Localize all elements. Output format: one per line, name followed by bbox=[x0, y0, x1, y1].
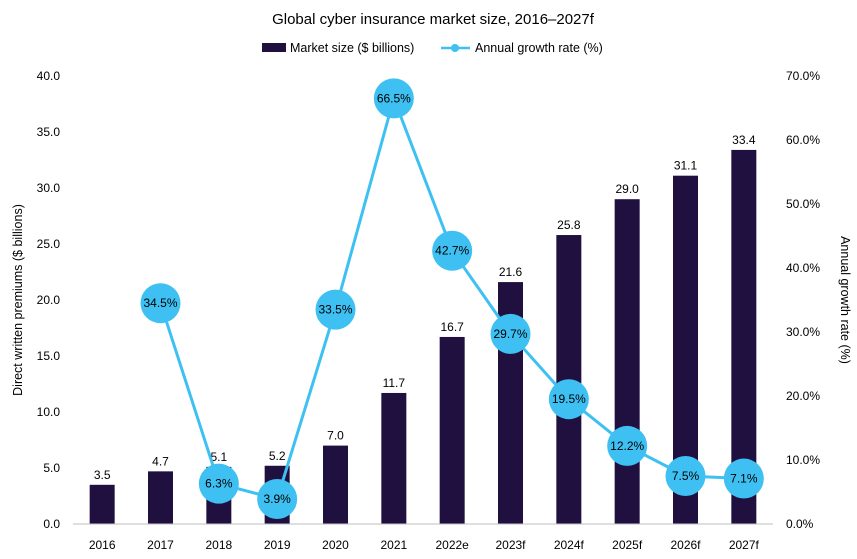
bar-value-label: 3.5 bbox=[94, 468, 111, 482]
bar-value-label: 33.4 bbox=[732, 133, 756, 147]
x-tick-label: 2025f bbox=[612, 538, 643, 552]
bar bbox=[381, 392, 407, 524]
bar bbox=[614, 199, 640, 524]
growth-rate-label: 3.9% bbox=[263, 492, 291, 506]
line-series: 34.5% 6.3% 3.9% 33.5% 66.5% 42.7% 29.7% 19.5% 12… bbox=[140, 78, 764, 520]
legend-bar-label: Market size ($ billions) bbox=[290, 41, 414, 55]
growth-rate-label: 7.1% bbox=[730, 472, 758, 486]
x-tick-label: 2027f bbox=[729, 538, 760, 552]
bar-value-label: 31.1 bbox=[674, 159, 698, 173]
x-tick-label: 2020 bbox=[322, 538, 349, 552]
legend-bar-swatch bbox=[262, 43, 286, 52]
bar-value-label: 5.2 bbox=[269, 449, 286, 463]
x-tick-label: 2023f bbox=[495, 538, 526, 552]
legend-line-marker bbox=[451, 44, 459, 52]
y-tick-label: 10.0 bbox=[37, 405, 61, 419]
growth-rate-marker bbox=[665, 456, 706, 496]
y2-tick-label: 60.0% bbox=[786, 133, 820, 147]
x-tick-label: 2018 bbox=[205, 538, 232, 552]
x-axis-ticks: 2016 2017 2018 2019 2020 2021 2022e 2023f 2024f 2… bbox=[89, 538, 760, 552]
y-tick-label: 35.0 bbox=[37, 125, 61, 139]
legend: Market size ($ billions) Annual growth r… bbox=[262, 41, 603, 55]
x-tick-label: 2016 bbox=[89, 538, 116, 552]
bar bbox=[148, 471, 173, 524]
growth-rate-marker bbox=[140, 283, 181, 324]
y-axis-title: Direct written premiums ($ billions) bbox=[11, 204, 25, 396]
x-tick-label: 2017 bbox=[147, 538, 174, 552]
y-tick-label: 25.0 bbox=[37, 237, 61, 251]
bar bbox=[89, 484, 115, 524]
y2-tick-label: 0.0% bbox=[786, 517, 814, 531]
y2-tick-label: 50.0% bbox=[786, 197, 820, 211]
growth-rate-marker bbox=[723, 458, 764, 499]
bar-value-label: 7.0 bbox=[327, 429, 344, 443]
x-tick-label: 2021 bbox=[380, 538, 407, 552]
bar-labels: 3.5 4.7 5.1 5.2 7.0 11.7 16.7 21.6 25.8 29.0 31.1 3… bbox=[94, 133, 756, 482]
bar-value-label: 25.8 bbox=[557, 218, 581, 232]
x-tick-label: 2026f bbox=[670, 538, 701, 552]
growth-rate-marker bbox=[198, 463, 239, 504]
bar-value-label: 11.7 bbox=[383, 376, 406, 390]
y2-tick-label: 40.0% bbox=[786, 261, 820, 275]
growth-rate-label: 42.7% bbox=[435, 244, 469, 258]
legend-line-label: Annual growth rate (%) bbox=[475, 41, 603, 55]
growth-rate-marker bbox=[432, 230, 473, 271]
growth-rate-label: 6.3% bbox=[205, 477, 233, 491]
growth-rate-marker bbox=[607, 425, 648, 466]
growth-rate-marker bbox=[548, 379, 589, 420]
bar bbox=[323, 445, 348, 524]
bar-value-label: 5.1 bbox=[210, 450, 227, 464]
bar-value-label: 21.6 bbox=[499, 265, 523, 279]
bar-value-label: 29.0 bbox=[615, 182, 639, 196]
y-tick-label: 20.0 bbox=[37, 293, 61, 307]
growth-rate-marker bbox=[490, 313, 531, 354]
growth-rate-label: 34.5% bbox=[143, 296, 177, 310]
bar-series bbox=[89, 149, 757, 525]
y2-tick-label: 30.0% bbox=[786, 325, 820, 339]
y-tick-label: 0.0 bbox=[43, 517, 60, 531]
growth-rate-marker bbox=[373, 78, 414, 119]
growth-rate-label: 12.2% bbox=[610, 439, 644, 453]
bar-value-label: 16.7 bbox=[440, 320, 464, 334]
x-tick-label: 2022e bbox=[435, 538, 469, 552]
y-tick-label: 5.0 bbox=[43, 461, 60, 475]
y-tick-label: 30.0 bbox=[37, 181, 61, 195]
y-tick-label: 15.0 bbox=[37, 349, 61, 363]
growth-rate-label: 33.5% bbox=[318, 303, 352, 317]
y2-tick-label: 20.0% bbox=[786, 389, 820, 403]
x-tick-label: 2024f bbox=[554, 538, 585, 552]
y2-axis-title: Annual growth rate (%) bbox=[838, 236, 852, 364]
growth-rate-label: 66.5% bbox=[377, 91, 411, 105]
growth-rate-label: 19.5% bbox=[552, 392, 586, 406]
y2-tick-label: 10.0% bbox=[786, 453, 820, 467]
chart-title: Global cyber insurance market size, 2016… bbox=[272, 11, 595, 28]
bar bbox=[439, 336, 465, 524]
y2-axis-ticks: 0.0% 10.0% 20.0% 30.0% 40.0% 50.0% 60.0% 70.0% bbox=[786, 69, 820, 531]
growth-rate-marker bbox=[257, 479, 298, 520]
growth-rate-label: 29.7% bbox=[493, 327, 527, 341]
x-tick-label: 2019 bbox=[264, 538, 291, 552]
bar-value-label: 4.7 bbox=[152, 454, 169, 468]
y2-tick-label: 70.0% bbox=[786, 69, 820, 83]
growth-rate-label: 7.5% bbox=[672, 469, 700, 483]
growth-rate-marker bbox=[315, 289, 356, 330]
y-tick-label: 40.0 bbox=[37, 69, 61, 83]
y-axis-ticks: 0.0 5.0 10.0 15.0 20.0 25.0 30.0 35.0 40.0 bbox=[37, 69, 61, 531]
